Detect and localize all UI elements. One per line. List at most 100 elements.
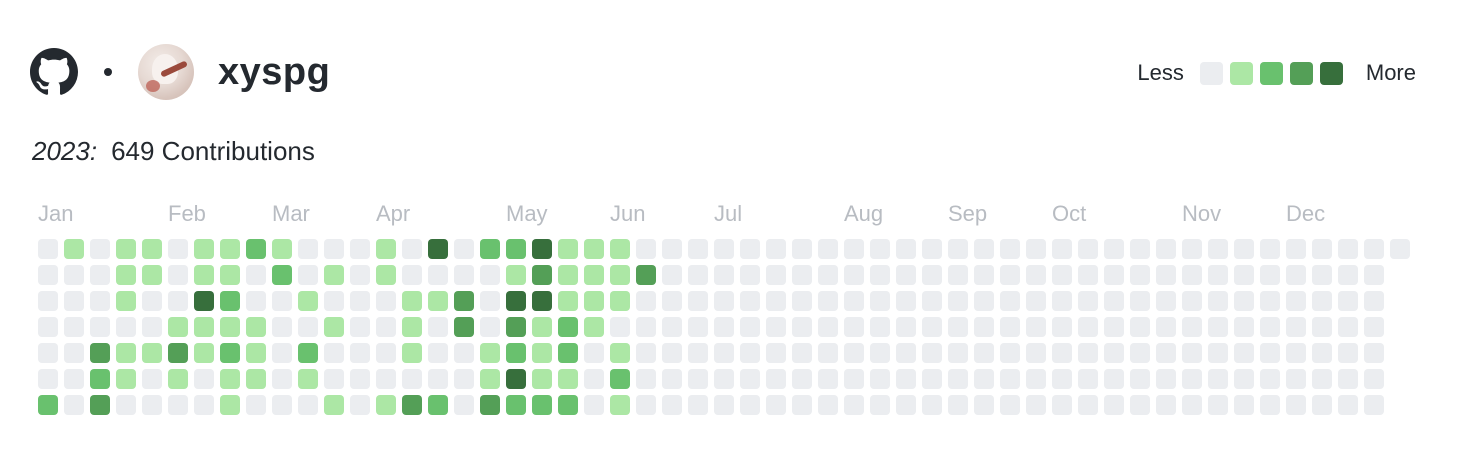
contribution-day-cell[interactable]	[740, 265, 760, 285]
contribution-day-cell[interactable]	[402, 291, 422, 311]
contribution-day-cell[interactable]	[428, 369, 448, 389]
contribution-day-cell[interactable]	[948, 291, 968, 311]
contribution-day-cell[interactable]	[740, 239, 760, 259]
contribution-day-cell[interactable]	[688, 291, 708, 311]
contribution-day-cell[interactable]	[272, 369, 292, 389]
contribution-day-cell[interactable]	[38, 239, 58, 259]
contribution-day-cell[interactable]	[402, 343, 422, 363]
contribution-day-cell[interactable]	[298, 291, 318, 311]
contribution-day-cell[interactable]	[116, 265, 136, 285]
contribution-day-cell[interactable]	[1182, 395, 1202, 415]
contribution-day-cell[interactable]	[220, 395, 240, 415]
contribution-day-cell[interactable]	[662, 239, 682, 259]
contribution-day-cell[interactable]	[792, 317, 812, 337]
contribution-day-cell[interactable]	[974, 369, 994, 389]
contribution-day-cell[interactable]	[870, 317, 890, 337]
contribution-day-cell[interactable]	[558, 317, 578, 337]
contribution-day-cell[interactable]	[636, 369, 656, 389]
contribution-day-cell[interactable]	[480, 291, 500, 311]
contribution-day-cell[interactable]	[324, 265, 344, 285]
contribution-day-cell[interactable]	[38, 265, 58, 285]
contribution-day-cell[interactable]	[1364, 343, 1384, 363]
contribution-day-cell[interactable]	[1260, 317, 1280, 337]
contribution-day-cell[interactable]	[90, 239, 110, 259]
contribution-day-cell[interactable]	[974, 317, 994, 337]
contribution-day-cell[interactable]	[844, 239, 864, 259]
contribution-day-cell[interactable]	[194, 239, 214, 259]
contribution-day-cell[interactable]	[1130, 265, 1150, 285]
contribution-day-cell[interactable]	[948, 265, 968, 285]
contribution-day-cell[interactable]	[272, 291, 292, 311]
contribution-day-cell[interactable]	[1286, 395, 1306, 415]
contribution-day-cell[interactable]	[896, 369, 916, 389]
contribution-day-cell[interactable]	[1260, 343, 1280, 363]
contribution-day-cell[interactable]	[350, 395, 370, 415]
contribution-day-cell[interactable]	[584, 395, 604, 415]
contribution-day-cell[interactable]	[246, 395, 266, 415]
contribution-day-cell[interactable]	[766, 291, 786, 311]
contribution-day-cell[interactable]	[220, 239, 240, 259]
contribution-day-cell[interactable]	[922, 343, 942, 363]
contribution-day-cell[interactable]	[558, 291, 578, 311]
contribution-day-cell[interactable]	[506, 317, 526, 337]
contribution-day-cell[interactable]	[610, 395, 630, 415]
contribution-day-cell[interactable]	[636, 317, 656, 337]
contribution-day-cell[interactable]	[116, 317, 136, 337]
contribution-day-cell[interactable]	[818, 291, 838, 311]
contribution-day-cell[interactable]	[194, 369, 214, 389]
contribution-day-cell[interactable]	[350, 343, 370, 363]
contribution-day-cell[interactable]	[662, 317, 682, 337]
contribution-day-cell[interactable]	[1338, 317, 1358, 337]
contribution-day-cell[interactable]	[480, 265, 500, 285]
contribution-day-cell[interactable]	[1104, 317, 1124, 337]
contribution-day-cell[interactable]	[1078, 291, 1098, 311]
contribution-day-cell[interactable]	[1052, 369, 1072, 389]
contribution-day-cell[interactable]	[1312, 291, 1332, 311]
contribution-day-cell[interactable]	[532, 317, 552, 337]
contribution-day-cell[interactable]	[948, 395, 968, 415]
contribution-day-cell[interactable]	[168, 317, 188, 337]
contribution-day-cell[interactable]	[454, 395, 474, 415]
contribution-day-cell[interactable]	[870, 369, 890, 389]
contribution-day-cell[interactable]	[714, 395, 734, 415]
contribution-day-cell[interactable]	[272, 343, 292, 363]
contribution-day-cell[interactable]	[376, 291, 396, 311]
contribution-day-cell[interactable]	[740, 317, 760, 337]
contribution-day-cell[interactable]	[584, 239, 604, 259]
contribution-day-cell[interactable]	[688, 239, 708, 259]
contribution-day-cell[interactable]	[1364, 317, 1384, 337]
contribution-day-cell[interactable]	[662, 343, 682, 363]
contribution-day-cell[interactable]	[974, 395, 994, 415]
contribution-day-cell[interactable]	[116, 395, 136, 415]
contribution-day-cell[interactable]	[558, 369, 578, 389]
contribution-day-cell[interactable]	[350, 265, 370, 285]
contribution-day-cell[interactable]	[792, 265, 812, 285]
contribution-day-cell[interactable]	[324, 369, 344, 389]
contribution-day-cell[interactable]	[142, 239, 162, 259]
contribution-day-cell[interactable]	[194, 395, 214, 415]
contribution-day-cell[interactable]	[1026, 343, 1046, 363]
contribution-day-cell[interactable]	[1104, 395, 1124, 415]
contribution-day-cell[interactable]	[506, 239, 526, 259]
contribution-day-cell[interactable]	[532, 343, 552, 363]
contribution-day-cell[interactable]	[1364, 239, 1384, 259]
contribution-day-cell[interactable]	[1026, 317, 1046, 337]
contribution-day-cell[interactable]	[818, 239, 838, 259]
contribution-day-cell[interactable]	[844, 369, 864, 389]
contribution-day-cell[interactable]	[298, 265, 318, 285]
contribution-day-cell[interactable]	[1156, 265, 1176, 285]
contribution-day-cell[interactable]	[1078, 369, 1098, 389]
contribution-day-cell[interactable]	[1338, 395, 1358, 415]
contribution-day-cell[interactable]	[1078, 395, 1098, 415]
contribution-day-cell[interactable]	[64, 265, 84, 285]
contribution-day-cell[interactable]	[1156, 317, 1176, 337]
contribution-day-cell[interactable]	[1208, 291, 1228, 311]
contribution-day-cell[interactable]	[506, 395, 526, 415]
contribution-day-cell[interactable]	[376, 317, 396, 337]
contribution-day-cell[interactable]	[558, 395, 578, 415]
contribution-day-cell[interactable]	[532, 239, 552, 259]
contribution-day-cell[interactable]	[90, 291, 110, 311]
contribution-day-cell[interactable]	[870, 239, 890, 259]
contribution-day-cell[interactable]	[1156, 395, 1176, 415]
contribution-day-cell[interactable]	[350, 291, 370, 311]
